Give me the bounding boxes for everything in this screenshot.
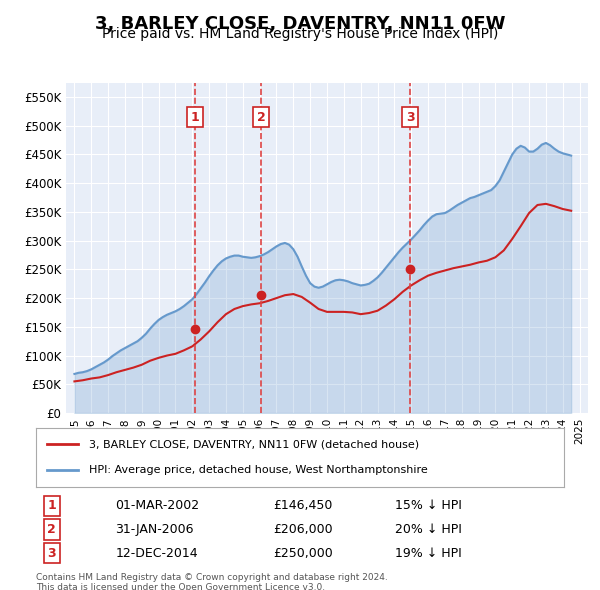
Text: 19% ↓ HPI: 19% ↓ HPI (395, 546, 462, 560)
Text: Contains HM Land Registry data © Crown copyright and database right 2024.: Contains HM Land Registry data © Crown c… (36, 573, 388, 582)
Text: 1: 1 (191, 110, 200, 123)
Text: 2: 2 (47, 523, 56, 536)
Text: 20% ↓ HPI: 20% ↓ HPI (395, 523, 462, 536)
Text: Price paid vs. HM Land Registry's House Price Index (HPI): Price paid vs. HM Land Registry's House … (102, 27, 498, 41)
Text: 1: 1 (47, 499, 56, 513)
Text: £146,450: £146,450 (274, 499, 333, 513)
Text: 3: 3 (406, 110, 415, 123)
Text: 01-MAR-2002: 01-MAR-2002 (115, 499, 199, 513)
Text: 12-DEC-2014: 12-DEC-2014 (115, 546, 198, 560)
Text: £250,000: £250,000 (274, 546, 334, 560)
Text: 15% ↓ HPI: 15% ↓ HPI (395, 499, 462, 513)
Text: This data is licensed under the Open Government Licence v3.0.: This data is licensed under the Open Gov… (36, 583, 325, 590)
Text: 3, BARLEY CLOSE, DAVENTRY, NN11 0FW (detached house): 3, BARLEY CLOSE, DAVENTRY, NN11 0FW (det… (89, 440, 419, 449)
Text: 3, BARLEY CLOSE, DAVENTRY, NN11 0FW: 3, BARLEY CLOSE, DAVENTRY, NN11 0FW (95, 15, 505, 33)
Text: HPI: Average price, detached house, West Northamptonshire: HPI: Average price, detached house, West… (89, 466, 428, 475)
Text: £206,000: £206,000 (274, 523, 333, 536)
Text: 2: 2 (257, 110, 265, 123)
Text: 31-JAN-2006: 31-JAN-2006 (115, 523, 194, 536)
Text: 3: 3 (47, 546, 56, 560)
